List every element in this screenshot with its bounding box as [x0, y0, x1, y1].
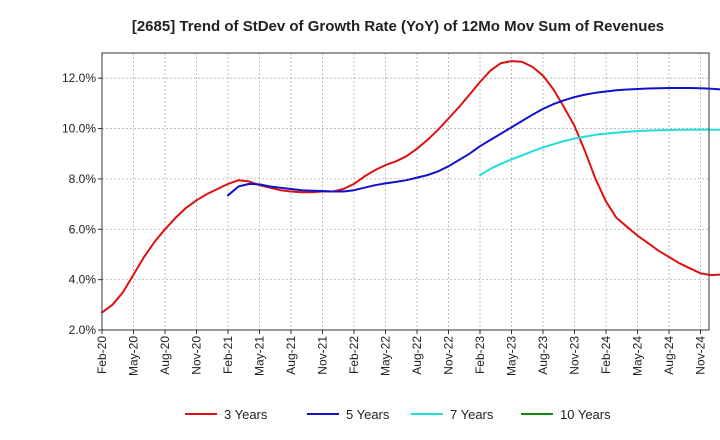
x-tick-label: Nov-21 [316, 336, 330, 375]
grid [101, 53, 709, 331]
legend-label: 7 Years [450, 407, 494, 422]
x-tick-label: Aug-23 [536, 336, 550, 375]
x-tick-label: Nov-23 [568, 336, 582, 375]
x-tick-label: Feb-24 [599, 336, 613, 374]
y-tick-label: 12.0% [62, 71, 96, 85]
y-axis-ticks: 2.0% 4.0% 6.0% 8.0% 10.0% 12.0% [62, 71, 102, 337]
plot-frame [101, 52, 710, 331]
x-tick-label: May-24 [631, 336, 645, 376]
x-tick-label: Nov-20 [190, 336, 204, 375]
x-tick-label: Aug-22 [410, 336, 424, 375]
y-tick-label: 2.0% [69, 323, 97, 337]
series-line-7-years [479, 128, 720, 177]
x-tick-label: Feb-23 [473, 336, 487, 374]
y-tick-label: 8.0% [69, 172, 97, 186]
x-tick-label: Aug-24 [662, 336, 676, 375]
series-lines [101, 60, 720, 314]
chart-title: [2685] Trend of StDev of Growth Rate (Yo… [132, 18, 664, 35]
x-tick-label: May-22 [379, 336, 393, 376]
x-axis-ticks: Feb-20 May-20 Aug-20 Nov-20 Feb-21 May-21 Aug-… [95, 330, 708, 376]
x-tick-label: Feb-21 [221, 336, 235, 374]
series-line-3-years [101, 60, 720, 314]
legend-label: 5 Years [346, 407, 390, 422]
series-line-5-years [227, 87, 720, 197]
y-tick-label: 6.0% [69, 222, 97, 236]
x-tick-label: Nov-22 [442, 336, 456, 375]
legend-label: 10 Years [560, 407, 611, 422]
x-tick-label: May-20 [127, 336, 141, 376]
y-tick-label: 4.0% [69, 273, 97, 287]
x-tick-label: May-21 [253, 336, 267, 376]
x-tick-label: May-23 [505, 336, 519, 376]
x-tick-label: Aug-21 [284, 336, 298, 375]
x-tick-label: Nov-24 [694, 336, 708, 375]
y-tick-label: 10.0% [62, 122, 96, 136]
x-tick-label: Feb-20 [95, 336, 109, 374]
x-tick-label: Feb-22 [347, 336, 361, 374]
x-tick-label: Aug-20 [158, 336, 172, 375]
legend-label: 3 Years [224, 407, 268, 422]
legend: 3 Years 5 Years 7 Years 10 Years [185, 407, 611, 422]
